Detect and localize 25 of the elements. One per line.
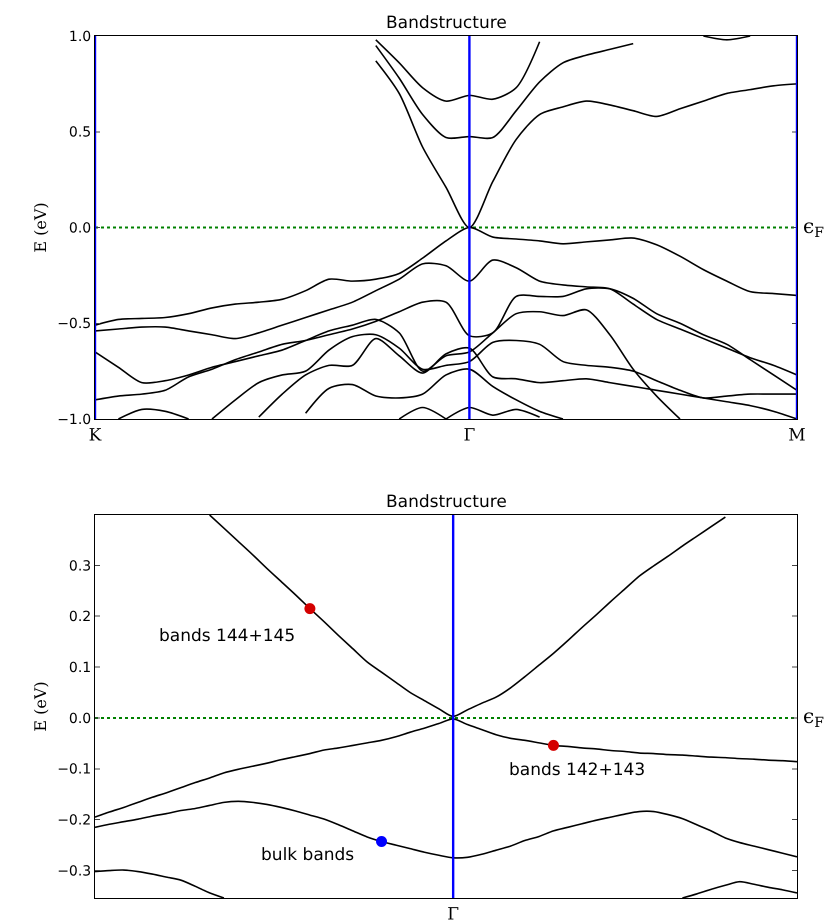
y-tick-label: 0.2 [68, 609, 92, 626]
annotation: bands 142+143 [509, 760, 646, 780]
y-axis-title: E (eV) [31, 681, 50, 732]
y-axis-title: E (eV) [31, 202, 50, 253]
annotation: bands 144+145 [159, 626, 296, 646]
x-tick-label: M [788, 425, 806, 446]
y-tick-label: −1.0 [57, 412, 92, 428]
y-tick-label: 0.0 [68, 710, 92, 727]
y-tick-label: 0.3 [68, 558, 92, 574]
y-tick-label: 0.1 [68, 660, 92, 676]
x-tick-label: Γ [447, 904, 460, 924]
y-tick-label: 1.0 [68, 28, 92, 45]
chart-title: Bandstructure [386, 13, 507, 33]
x-tick-label: Γ [464, 425, 476, 446]
x-tick-label: K [88, 425, 102, 446]
y-tick-label: 0.5 [68, 124, 92, 141]
annotation: bulk bands [261, 845, 354, 865]
chart-title: Bandstructure [386, 492, 507, 512]
y-tick-label: −0.3 [57, 863, 92, 880]
ref-line-label: ϵ$_{F}$ [803, 214, 824, 242]
y-tick-label: −0.2 [57, 812, 92, 829]
y-tick-label: −0.1 [57, 762, 92, 778]
y-tick-label: 0.0 [68, 220, 92, 236]
y-tick-label: −0.5 [57, 316, 92, 332]
ref-line-label: ϵ$_{F}$ [803, 704, 824, 732]
